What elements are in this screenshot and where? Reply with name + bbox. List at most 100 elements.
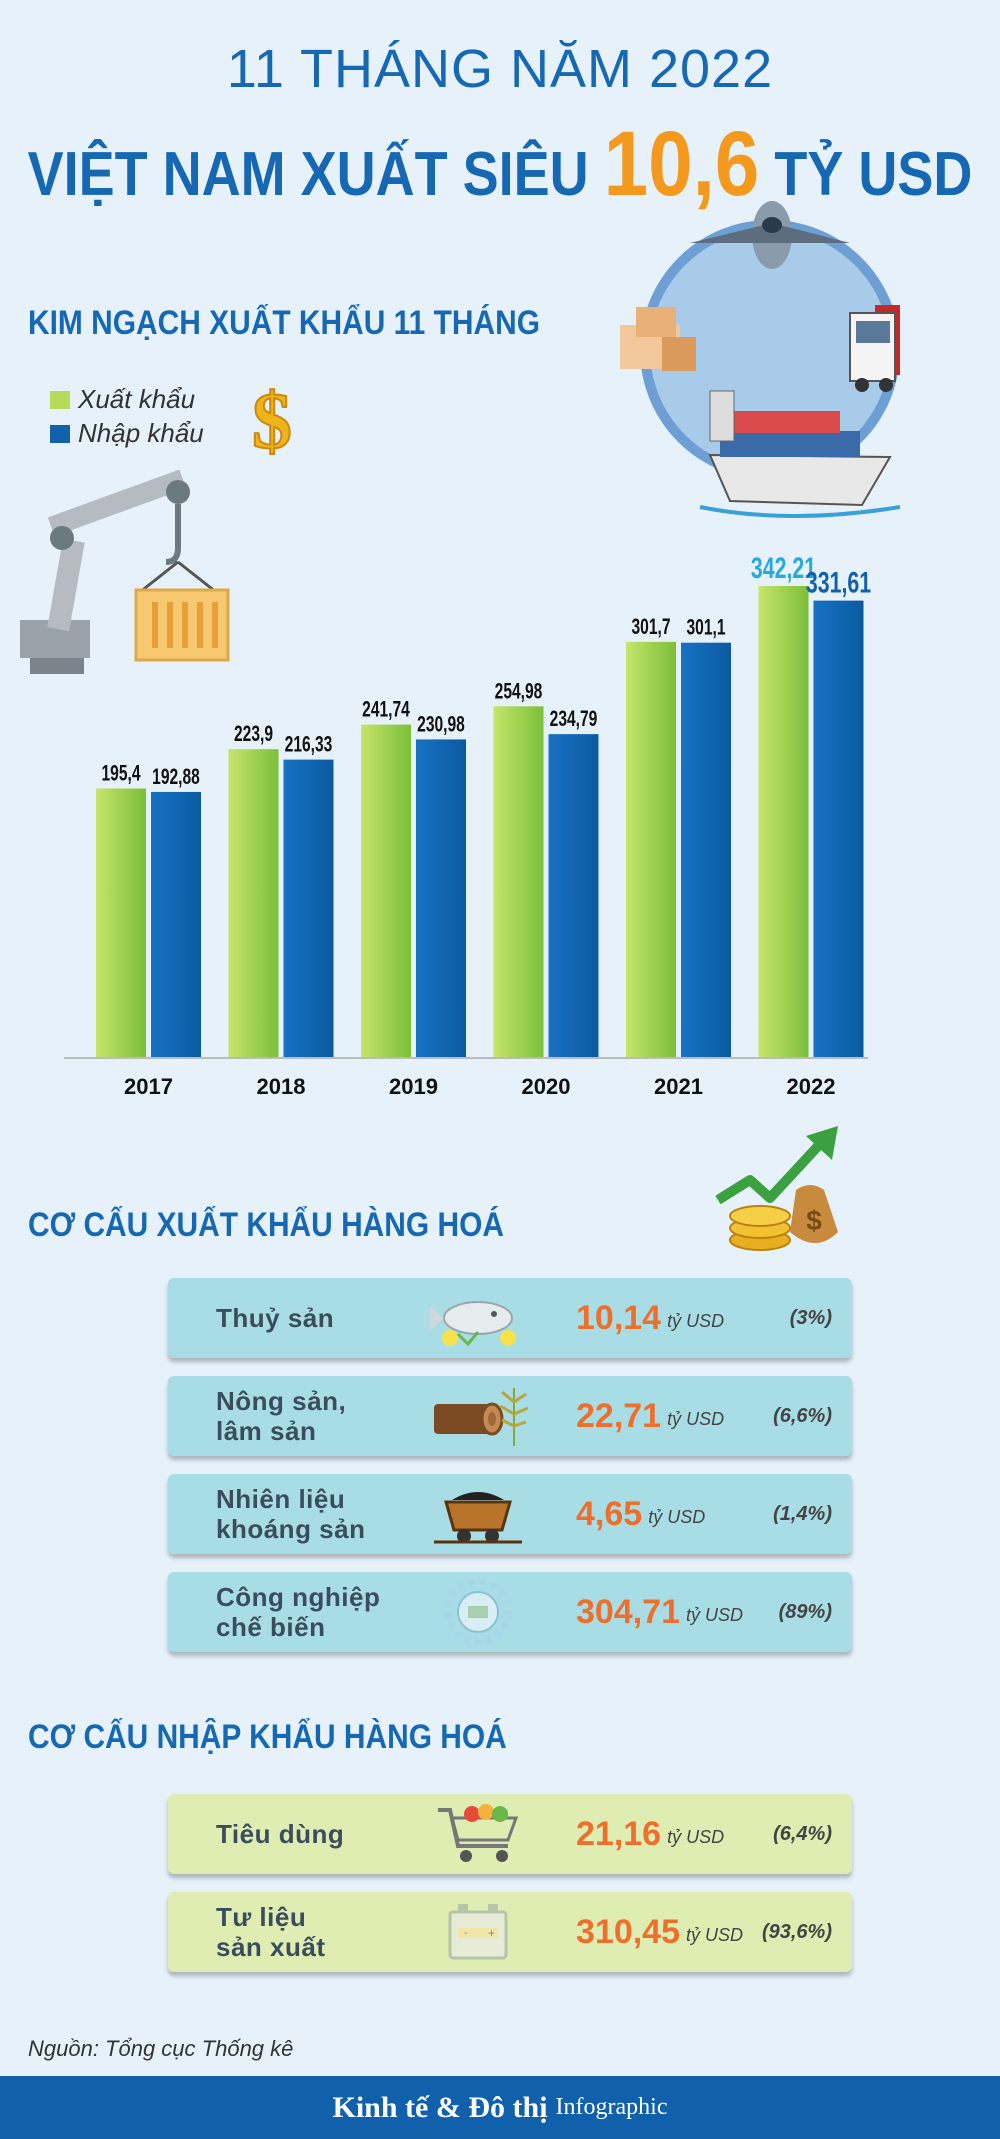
money-growth-icon: $ (715, 1126, 838, 1251)
import-row-number: 310,45 (576, 1912, 680, 1951)
bar-export-2021 (626, 641, 676, 1058)
export-row-value: 22,71 tỷ USD (576, 1376, 724, 1456)
legend-export-label: Xuất khẩu (78, 384, 196, 414)
data-label-import-2022: 331,61 (806, 565, 871, 600)
bar-export-2022 (758, 586, 809, 1058)
data-label-import-2018: 216,33 (285, 733, 333, 757)
title-suffix: TỶ USD (774, 139, 973, 209)
export-row-percent: (89%) (778, 1600, 832, 1623)
legend-export: Xuất khẩu (50, 384, 195, 415)
data-label-export-2017: 195,4 (102, 762, 141, 786)
data-label-import-2020: 234,79 (550, 708, 598, 732)
bar-import-2022 (813, 600, 864, 1058)
export-row-value: 304,71 tỷ USD (576, 1572, 743, 1652)
svg-text:$: $ (252, 380, 292, 460)
chart-section-title: KIM NGẠCH XUẤT KHẨU 11 THÁNG (28, 304, 540, 342)
import-row-value: 310,45 tỷ USD (576, 1892, 743, 1972)
bar-export-2019 (361, 724, 411, 1058)
log-icon (434, 1388, 528, 1446)
import-row-value: 21,16 tỷ USD (576, 1794, 724, 1874)
import-row-label: Tiêu dùng (216, 1819, 345, 1849)
export-row: Công nghiệp chế biến 304,71 tỷ USD (89%) (168, 1572, 852, 1652)
title-value: 10,6 (603, 112, 760, 215)
boxes-icon (620, 307, 696, 371)
x-tick-2022: 2022 (787, 1074, 836, 1099)
legend-export-swatch (50, 390, 70, 409)
export-row-label: Công nghiệp chế biến (216, 1582, 381, 1642)
export-row-number: 22,71 (576, 1396, 662, 1435)
footer-sub: Infographic (555, 2094, 668, 2120)
bar-import-2017 (151, 791, 201, 1058)
export-row-value: 4,65 tỷ USD (576, 1474, 705, 1554)
data-label-export-2022: 342,21 (751, 550, 816, 585)
import-row: Tiêu dùng 21,16 tỷ USD (6,4%) (168, 1794, 852, 1874)
import-row-label: Tư liệu sản xuất (216, 1902, 326, 1962)
export-row-unit: tỷ USD (667, 1408, 725, 1429)
import-row-unit: tỷ USD (667, 1826, 725, 1847)
export-row-label: Thuỷ sản (216, 1303, 335, 1333)
crane-icon (20, 470, 230, 674)
import-row-percent: (93,6%) (761, 1920, 832, 1943)
export-row-unit: tỷ USD (667, 1310, 725, 1331)
export-row-label: Nông sản, lâm sản (216, 1386, 347, 1446)
gear-icon (444, 1578, 512, 1646)
data-label-import-2019: 230,98 (417, 713, 465, 737)
data-label-export-2018: 223,9 (234, 723, 273, 747)
import-section-title: CƠ CẤU NHẬP KHẨU HÀNG HOÁ (28, 1718, 507, 1756)
x-tick-2019: 2019 (389, 1074, 438, 1099)
source-note: Nguồn: Tổng cục Thống kê (28, 2036, 294, 2061)
data-label-import-2021: 301,1 (687, 616, 726, 640)
export-row-number: 4,65 (576, 1494, 643, 1533)
bar-export-2018 (228, 749, 279, 1058)
import-row-number: 21,16 (576, 1814, 662, 1853)
legend-import-label: Nhập khẩu (78, 418, 204, 448)
transport-illustration (620, 201, 900, 518)
bar-import-2021 (681, 642, 731, 1058)
export-row-unit: tỷ USD (648, 1506, 706, 1527)
svg-text:$: $ (806, 1205, 822, 1236)
x-tick-2017: 2017 (124, 1074, 173, 1099)
x-tick-2020: 2020 (522, 1074, 571, 1099)
shopping-cart-icon (438, 1804, 519, 1862)
export-row-value: 10,14 tỷ USD (576, 1278, 724, 1358)
footer-bar: Kinh tế & Đô thị Infographic (0, 2076, 1000, 2139)
data-label-import-2017: 192,88 (152, 766, 200, 790)
footer-brand: Kinh tế & Đô thị (332, 2090, 548, 2124)
legend-import-swatch (50, 424, 70, 443)
legend-import: Nhập khẩu (50, 418, 204, 449)
export-row: Nhiên liệu khoáng sản 4,65 tỷ USD (1,4%) (168, 1474, 852, 1554)
export-row: Thuỷ sản 10,14 tỷ USD (3%) (168, 1278, 852, 1358)
bar-import-2019 (416, 739, 466, 1058)
trade-bar-chart: 195,4 192,88 2017 223,9 216,33 2018 241,74 230,… (64, 550, 871, 1099)
import-row-unit: tỷ USD (686, 1924, 744, 1945)
data-label-export-2021: 301,7 (632, 615, 671, 639)
truck-icon (849, 305, 900, 392)
title-line-2: VIỆT NAM XUẤT SIÊU 10,6 TỶ USD (0, 111, 1000, 217)
bar-import-2018 (283, 759, 334, 1058)
fish-icon (430, 1301, 516, 1347)
export-row-unit: tỷ USD (686, 1604, 744, 1625)
title-line-1: 11 THÁNG NĂM 2022 (226, 39, 774, 99)
title-prefix: VIỆT NAM XUẤT SIÊU (27, 139, 589, 209)
export-row-percent: (1,4%) (773, 1502, 832, 1525)
bar-export-2017 (96, 788, 146, 1058)
data-label-export-2020: 254,98 (495, 680, 543, 704)
export-row: Nông sản, lâm sản 22,71 tỷ USD (6,6%) (168, 1376, 852, 1456)
data-label-export-2019: 241,74 (362, 698, 410, 722)
export-row-percent: (3%) (789, 1306, 832, 1329)
battery-icon: - + (448, 1904, 508, 1960)
export-row-percent: (6,6%) (773, 1404, 832, 1427)
x-tick-2018: 2018 (257, 1074, 306, 1099)
svg-text:+: + (488, 1926, 495, 1940)
mine-cart-icon (434, 1492, 522, 1544)
bar-import-2020 (548, 734, 599, 1058)
svg-text:-: - (464, 1928, 467, 1939)
export-row-number: 10,14 (576, 1298, 662, 1337)
airplane-icon (690, 201, 850, 269)
cargo-ship-icon (699, 390, 900, 518)
export-row-number: 304,71 (576, 1592, 680, 1631)
export-row-label: Nhiên liệu khoáng sản (216, 1484, 366, 1544)
import-row-percent: (6,4%) (773, 1822, 832, 1845)
bar-export-2020 (493, 706, 544, 1058)
export-section-title: CƠ CẤU XUẤT KHẨU HÀNG HOÁ (28, 1206, 504, 1244)
